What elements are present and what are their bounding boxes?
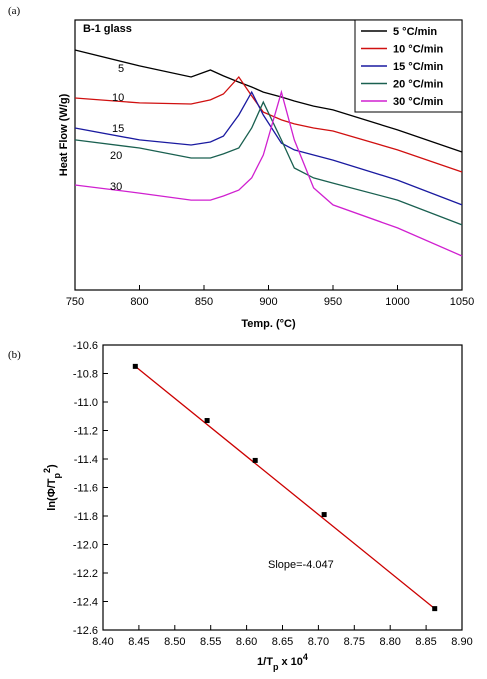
curve-label: 15 [112,123,124,135]
x-tick-label: 8.40 [92,636,113,648]
y-tick-label: -12.0 [73,540,98,552]
x-tick-label: 8.65 [272,636,293,648]
panel-label: (a) [8,5,21,17]
y-tick-label: -11.2 [74,426,98,438]
x-tick-label: 8.60 [236,636,257,648]
x-axis-label: Temp. (°C) [241,318,296,330]
y-tick-label: -11.6 [74,483,98,495]
y-tick-label: -11.4 [74,454,98,466]
data-point [132,363,138,369]
x-tick-label: 8.75 [344,636,365,648]
series-line [74,90,463,206]
x-axis-label: 1/Tp x 104 [257,652,308,672]
fit-line [134,365,436,610]
data-point [204,418,210,424]
x-axis-label-part: p [273,662,279,672]
y-axis-label-part: ln(Φ/T [46,478,58,511]
x-tick-label: 8.55 [200,636,221,648]
x-axis-label-part: 1/T [257,656,273,668]
x-axis-label-part: x 10 [278,656,302,668]
y-axis-label: Heat Flow (W/g) [58,93,70,176]
x-tick-label: 800 [130,296,148,308]
legend-label: 15 °C/min [393,61,444,73]
chart-title: B-1 glass [83,23,132,35]
legend-label: 5 °C/min [393,26,437,38]
x-tick-label: 8.70 [308,636,329,648]
legend-label: 30 °C/min [393,96,444,108]
curve-label: 20 [110,150,122,162]
x-tick-label: 1050 [450,296,474,308]
x-tick-label: 950 [324,296,342,308]
y-tick-label: -10.6 [73,340,98,352]
x-axis-label-part: 4 [303,652,308,662]
x-tick-label: 8.85 [415,636,436,648]
x-tick-label: 1000 [385,296,409,308]
series-line [74,100,463,226]
y-axis-label: ln(Φ/Tp2) [42,464,62,511]
data-point [321,512,327,518]
x-tick-label: 850 [195,296,213,308]
y-tick-label: -11.8 [74,511,98,523]
x-tick-label: 8.90 [451,636,472,648]
y-tick-label: -12.2 [73,568,98,580]
y-axis-label-part: 2 [42,468,52,473]
data-point [432,606,438,612]
panel-label: (b) [8,349,21,361]
y-tick-label: -12.6 [73,625,98,637]
legend-label: 10 °C/min [393,44,444,56]
x-tick-label: 8.45 [128,636,149,648]
series-line [74,89,463,257]
x-tick-label: 750 [66,296,84,308]
y-tick-label: -10.8 [73,369,98,381]
y-axis-label-part: ) [46,464,58,468]
y-tick-label: -11.0 [74,397,98,409]
curve-label: 5 [118,63,124,75]
x-tick-label: 8.80 [379,636,400,648]
legend-label: 20 °C/min [393,79,444,91]
y-axis-label-part: p [52,472,62,478]
y-tick-label: -12.4 [73,597,98,609]
curve-label: 10 [112,92,124,104]
x-tick-label: 900 [259,296,277,308]
x-tick-label: 8.50 [164,636,185,648]
annotation: Slope=-4.047 [268,559,334,571]
series-line [74,49,463,153]
data-point [252,457,258,463]
curve-label: 30 [110,181,122,193]
